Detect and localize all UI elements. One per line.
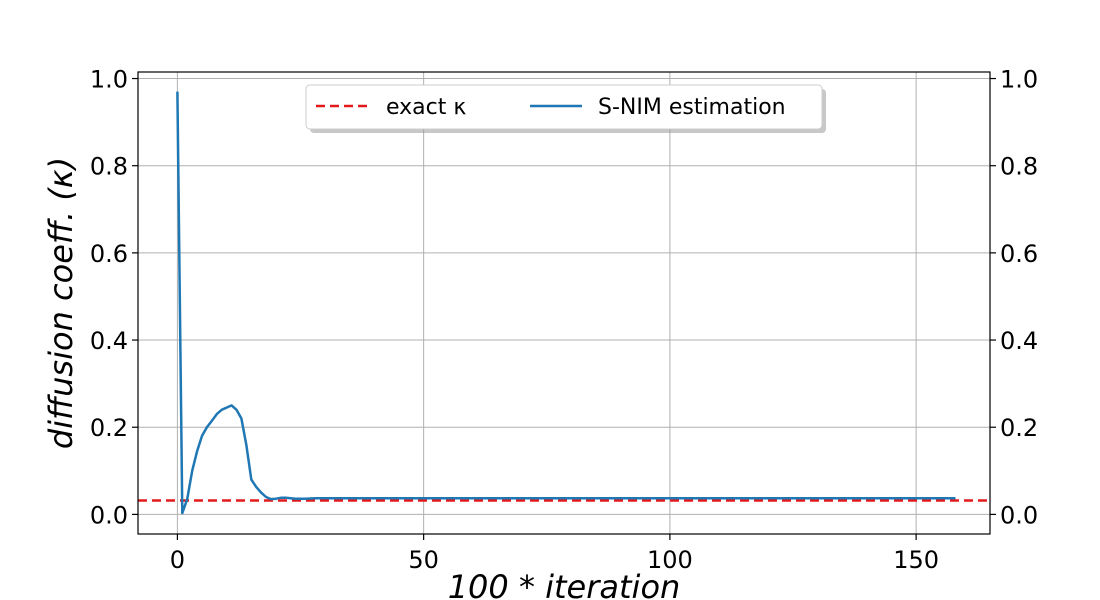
- y-tick-label-right: 1.0: [1000, 66, 1038, 94]
- y-tick-label-right: 0.6: [1000, 240, 1038, 268]
- y-tick-label-left: 0.2: [90, 414, 128, 442]
- y-axis-label: diffusion coeff. (κ): [42, 157, 80, 449]
- legend-label-estimation: S-NIM estimation: [598, 95, 786, 120]
- y-tick-label-right: 0.4: [1000, 327, 1038, 355]
- y-tick-label-left: 1.0: [90, 66, 128, 94]
- x-axis-label: 100 * iteration: [448, 568, 681, 600]
- legend-label-exact: exact κ: [386, 95, 466, 120]
- grid-lines: [138, 72, 990, 534]
- x-tick-label: 100: [647, 546, 693, 574]
- y-tick-label-left: 0.4: [90, 327, 128, 355]
- x-tick-label: 0: [170, 546, 185, 574]
- y-tick-label-right: 0.2: [1000, 414, 1038, 442]
- series-layer: [176, 91, 956, 515]
- y-tick-label-left: 0.6: [90, 240, 128, 268]
- x-tick-label: 50: [408, 546, 439, 574]
- x-tick-label: 150: [893, 546, 939, 574]
- y-tick-label-left: 0.0: [90, 501, 128, 529]
- legend: exact κ S-NIM estimation: [305, 84, 826, 133]
- axis-ticks: 0 50 100 150 0.0 0.0 0.2 0.2 0.4 0.4 0.6 0.6 0.8 0.8 1…: [90, 66, 1038, 574]
- y-tick-label-left: 0.8: [90, 153, 128, 181]
- plot-frame: [137, 71, 991, 535]
- series-line-snim-estimation: [176, 91, 956, 515]
- y-tick-label-right: 0.0: [1000, 501, 1038, 529]
- y-tick-label-right: 0.8: [1000, 153, 1038, 181]
